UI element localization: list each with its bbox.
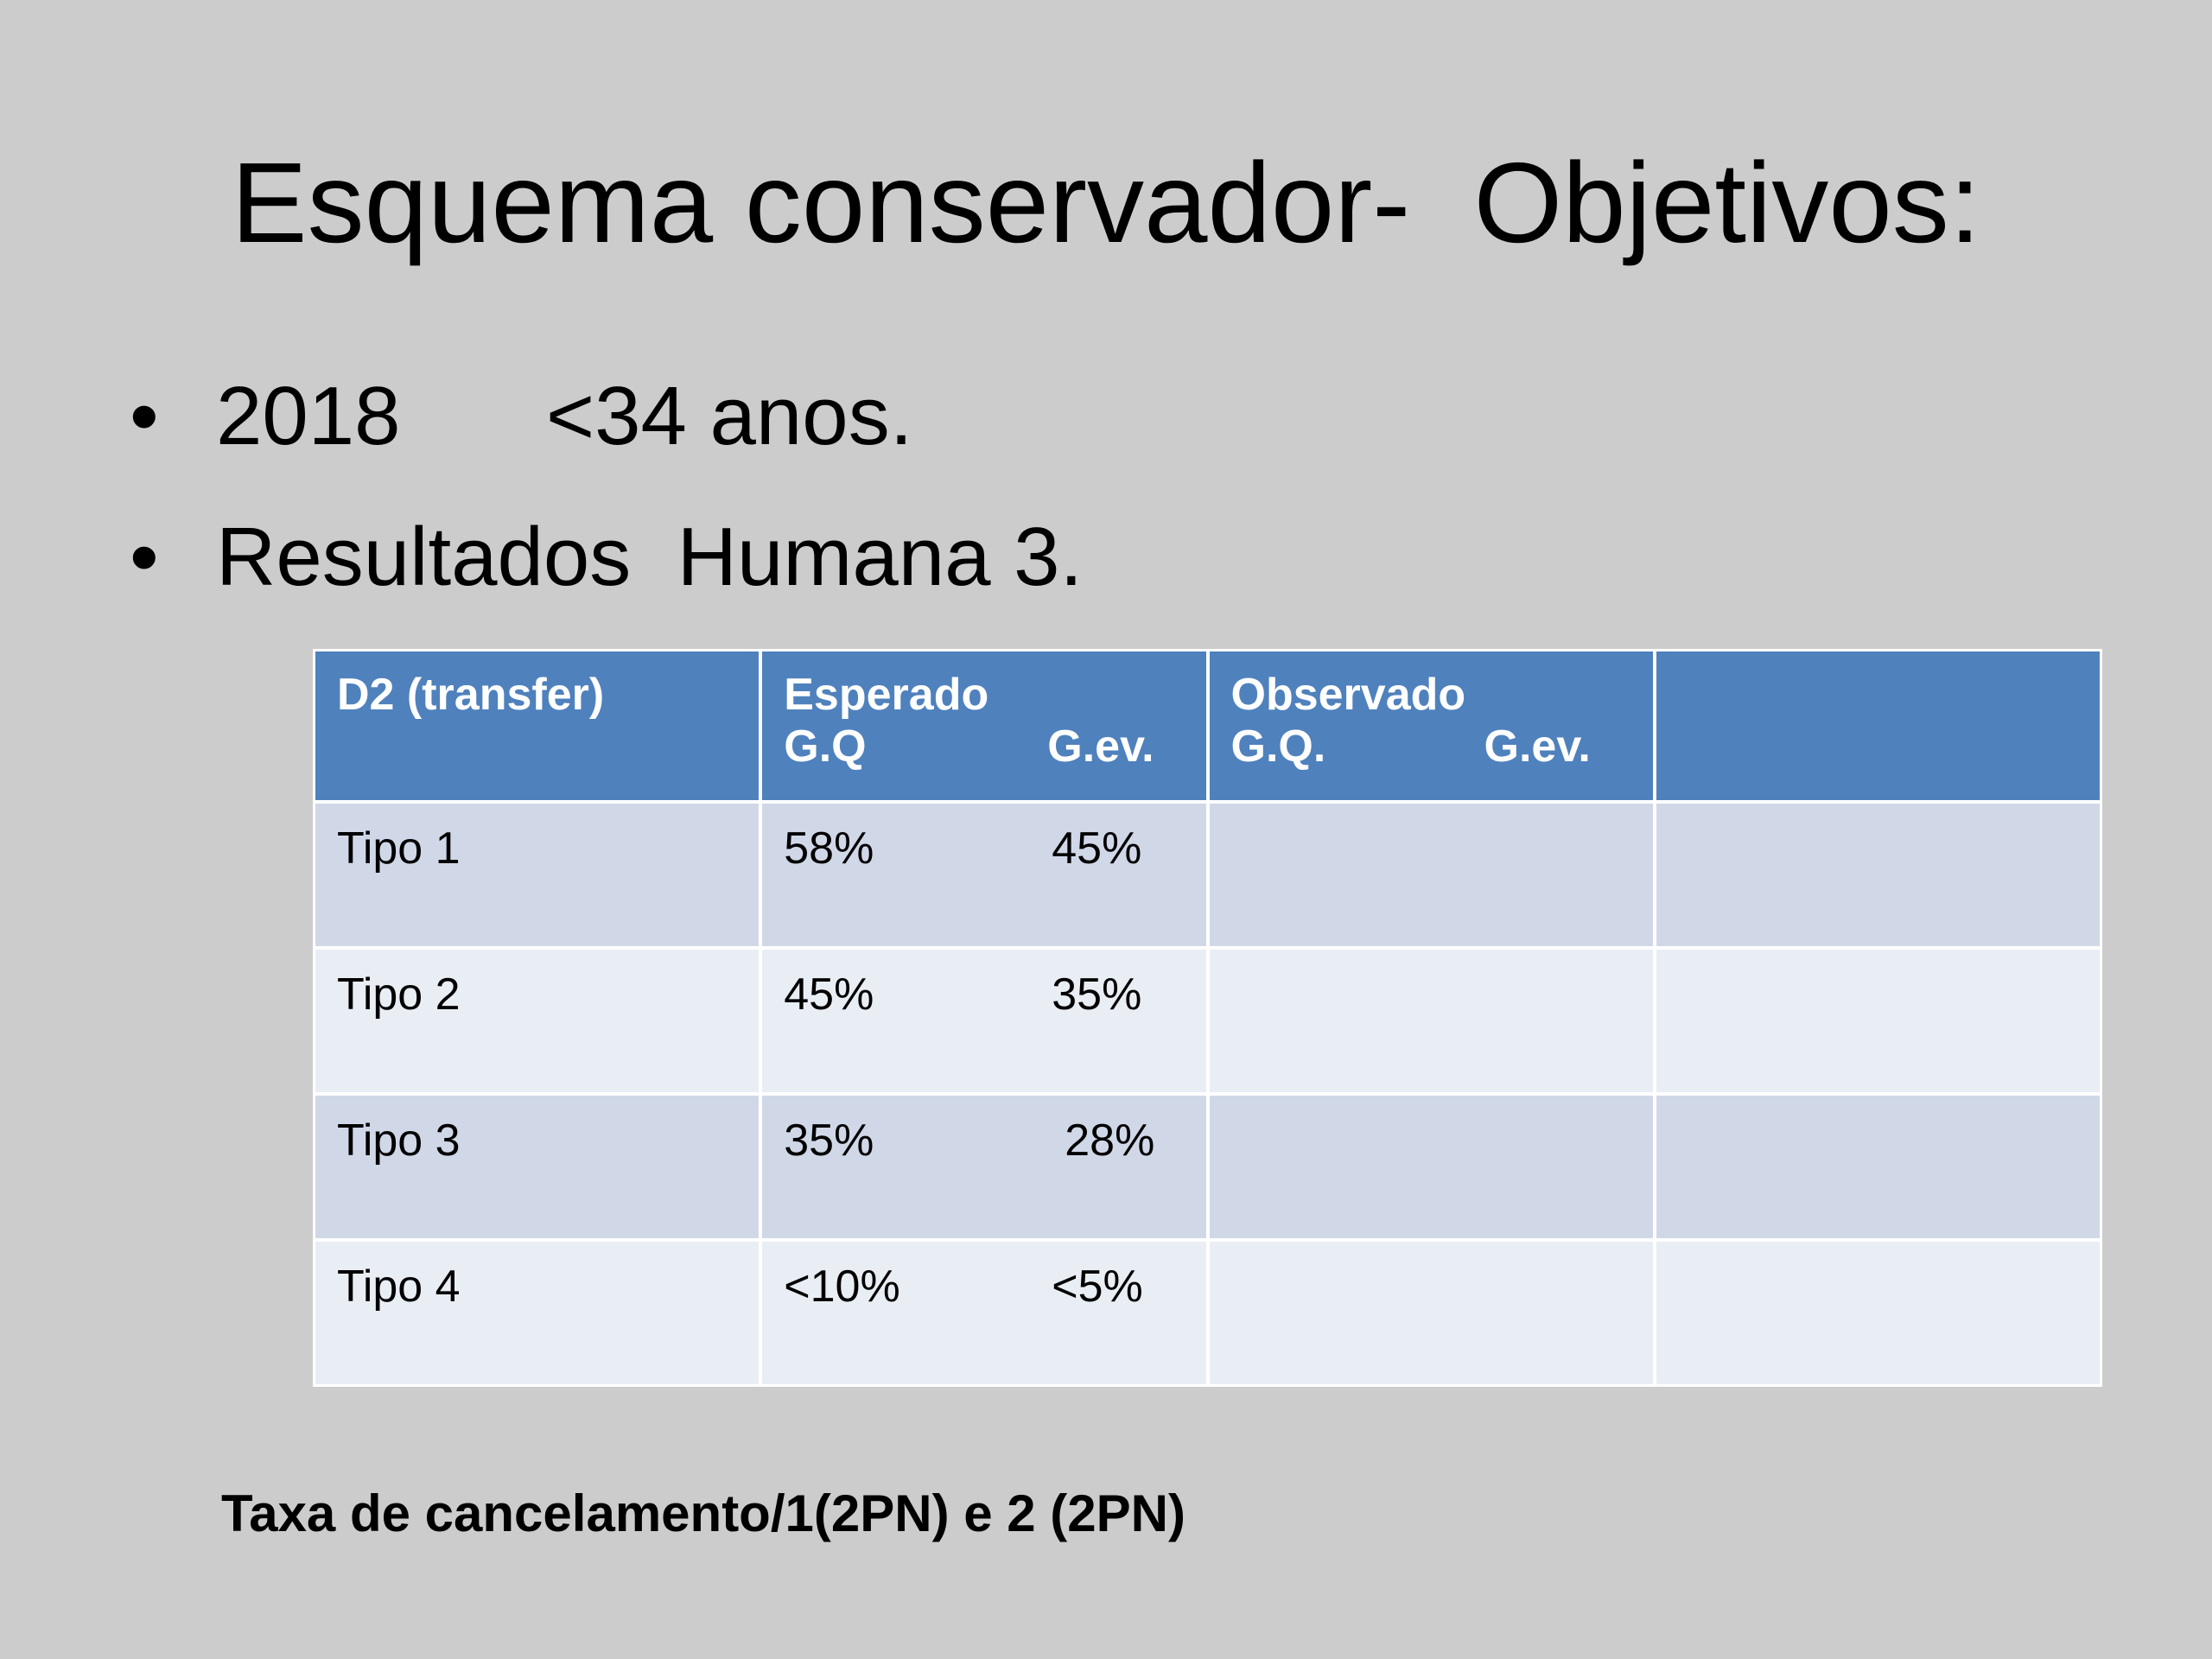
header-cell: D2 (transfer)	[315, 652, 760, 800]
header-text: Observado	[1230, 670, 1466, 720]
bullet-dot: •	[130, 511, 159, 603]
header-sub: G.ev.	[1484, 721, 1591, 772]
table-cell	[1209, 1096, 1653, 1238]
bullet-text: <34 anos.	[546, 370, 913, 462]
cell-value: 45%	[784, 969, 874, 1020]
table-cell: <10% <5%	[762, 1242, 1206, 1384]
row-label: Tipo 2	[337, 969, 461, 1020]
table-cell	[1656, 1242, 2100, 1384]
header-text: Esperado	[784, 670, 989, 720]
table: D2 (transfer) Esperado G.Q G.ev. Observa…	[313, 649, 2102, 1387]
bullet-dot: •	[130, 370, 159, 462]
cell-value: 58%	[784, 823, 874, 874]
header-cell: Observado G.Q. G.ev.	[1209, 652, 1653, 800]
row-label: Tipo 3	[337, 1116, 461, 1166]
slide-title: Esquema conservador- Objetivos:	[231, 139, 1981, 266]
table-cell: Tipo 3	[315, 1096, 760, 1238]
header-cell	[1656, 652, 2100, 800]
footer-note: Taxa de cancelamento/1(2PN) e 2 (2PN)	[221, 1484, 1185, 1542]
table-cell	[1656, 950, 2100, 1092]
cell-value: <5%	[1052, 1262, 1143, 1312]
bullet-text: Resultados Humana 3.	[216, 511, 1084, 603]
header-sub: G.Q	[784, 721, 867, 772]
table-cell	[1209, 1242, 1653, 1384]
table-cell: 45% 35%	[762, 950, 1206, 1092]
table-cell: 58% 45%	[762, 804, 1206, 946]
row-label: Tipo 4	[337, 1262, 461, 1312]
table-cell: Tipo 1	[315, 804, 760, 946]
table-cell	[1209, 804, 1653, 946]
table-cell: Tipo 2	[315, 950, 760, 1092]
cell-value: 35%	[784, 1116, 874, 1166]
cell-value: 28%	[1065, 1116, 1155, 1166]
header-sub: G.Q.	[1230, 721, 1326, 772]
table-cell	[1656, 1096, 2100, 1238]
cell-value: <10%	[784, 1262, 900, 1312]
cell-value: 35%	[1052, 969, 1142, 1020]
header-cell: Esperado G.Q G.ev.	[762, 652, 1206, 800]
header-text: D2 (transfer)	[337, 670, 605, 720]
table-cell: 35% 28%	[762, 1096, 1206, 1238]
table-cell	[1209, 950, 1653, 1092]
header-sub: G.ev.	[1047, 721, 1154, 772]
table-cell	[1656, 804, 2100, 946]
cell-value: 45%	[1052, 823, 1142, 874]
table-cell: Tipo 4	[315, 1242, 760, 1384]
bullet-text: 2018	[216, 370, 401, 462]
row-label: Tipo 1	[337, 823, 461, 874]
